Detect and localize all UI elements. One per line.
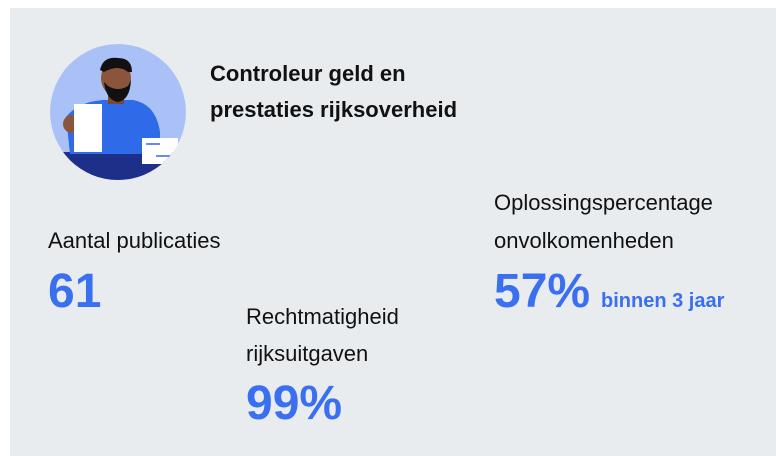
avatar [48, 42, 188, 182]
stat-note: binnen 3 jaar [601, 290, 724, 313]
stat-label: Aantal publicaties [48, 222, 220, 259]
stat-label: Rechtmatigheid [246, 298, 399, 335]
stat-label: onvolkomenheden [494, 222, 674, 259]
stat-value: 61 [48, 266, 101, 318]
page: {"header": {"title_lines": ["Controleur … [0, 0, 776, 456]
stat-label: rijksuitgaven [246, 335, 368, 372]
stat-value: 57% [494, 266, 590, 318]
title-line: Controleur geld en [210, 56, 406, 92]
title-line: prestaties rijksoverheid [210, 92, 457, 128]
stat-label: Oplossingspercentage [494, 184, 713, 221]
card: Controleur geld en prestaties rijksoverh… [10, 8, 776, 456]
stat-value: 99% [246, 378, 342, 430]
